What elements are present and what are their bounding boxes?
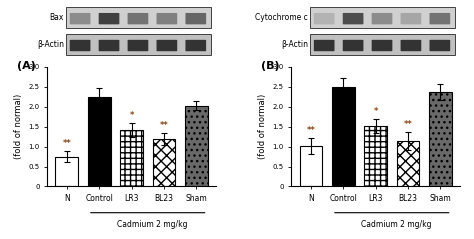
Text: β-Actin: β-Actin xyxy=(281,40,308,49)
Text: **: ** xyxy=(63,139,71,148)
Text: (A): (A) xyxy=(17,61,36,71)
Text: Cadmium 2 mg/kg: Cadmium 2 mg/kg xyxy=(117,220,187,229)
Text: **: ** xyxy=(160,121,168,130)
Text: Bax: Bax xyxy=(50,13,64,22)
Bar xyxy=(332,87,355,186)
Bar xyxy=(300,146,322,186)
Text: **: ** xyxy=(404,120,412,129)
Text: **: ** xyxy=(307,126,315,135)
Y-axis label: (fold of normal): (fold of normal) xyxy=(14,94,23,159)
Text: Cadmium 2 mg/kg: Cadmium 2 mg/kg xyxy=(361,220,431,229)
Text: *: * xyxy=(129,110,134,120)
Bar xyxy=(397,141,419,186)
Bar xyxy=(429,92,452,186)
Y-axis label: (fold of normal): (fold of normal) xyxy=(258,94,267,159)
Bar xyxy=(55,157,78,186)
Bar xyxy=(185,106,208,186)
Bar xyxy=(120,130,143,186)
Bar xyxy=(153,139,175,186)
Text: β-Actin: β-Actin xyxy=(37,40,64,49)
Text: *: * xyxy=(374,107,378,115)
Bar xyxy=(365,126,387,186)
Bar xyxy=(88,97,110,186)
Text: Cytochrome c: Cytochrome c xyxy=(255,13,308,22)
Text: (B): (B) xyxy=(261,61,280,71)
